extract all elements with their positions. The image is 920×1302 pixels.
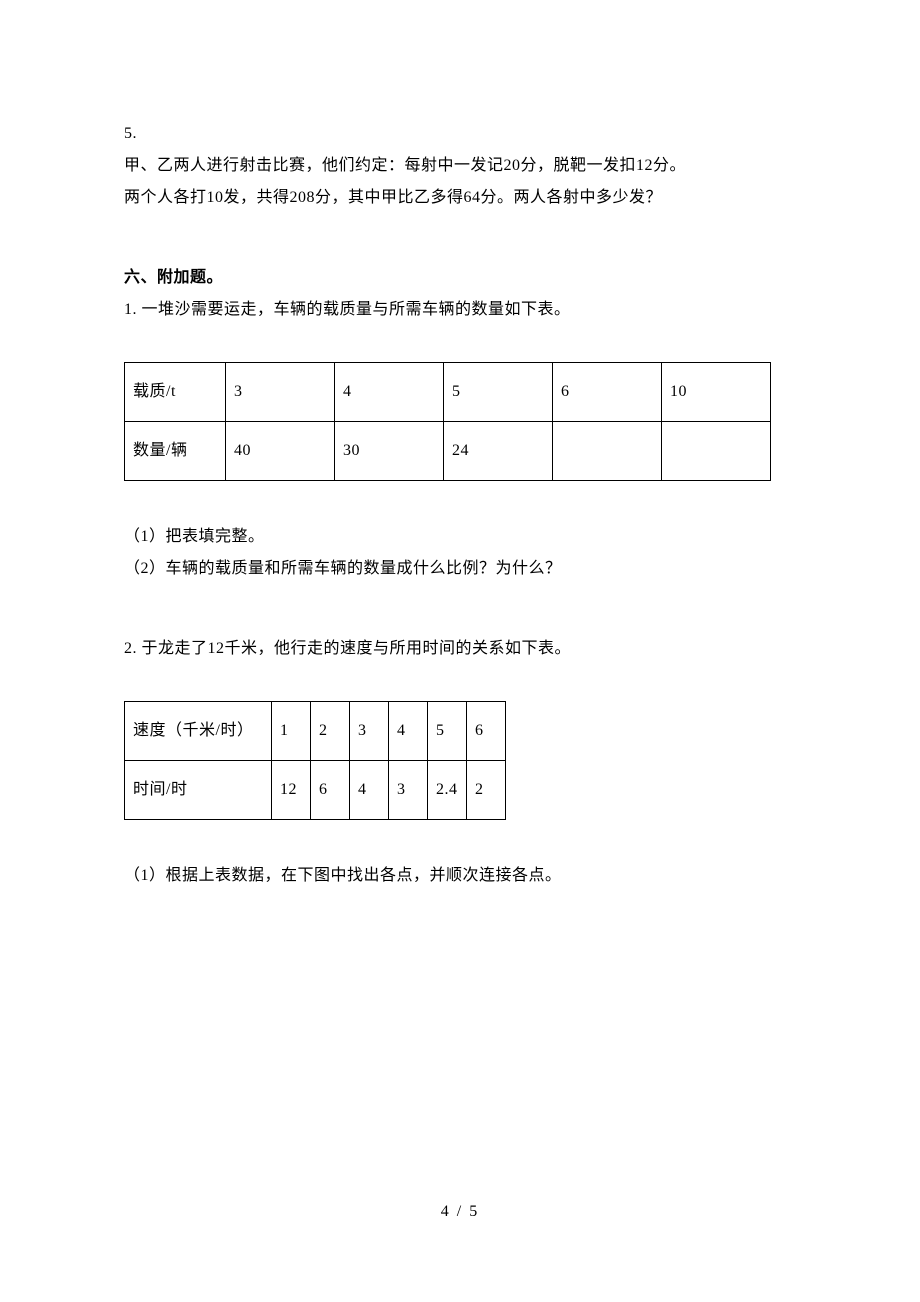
cell: 4 (335, 363, 444, 422)
s6-q2-prompt: 2. 于龙走了12千米，他行走的速度与所用时间的关系如下表。 (124, 633, 802, 665)
cell: 3 (350, 702, 389, 761)
cell: 2 (467, 761, 506, 820)
cell: 6 (553, 363, 662, 422)
cell: 6 (311, 761, 350, 820)
cell: 时间/时 (125, 761, 272, 820)
cell: 速度（千米/时） (125, 702, 272, 761)
cell: 2 (311, 702, 350, 761)
q5-line1: 甲、乙两人进行射击比赛，他们约定：每射中一发记20分，脱靶一发扣12分。 (124, 150, 802, 182)
cell: 3 (226, 363, 335, 422)
cell (553, 422, 662, 481)
cell: 数量/辆 (125, 422, 226, 481)
cell: 载质/t (125, 363, 226, 422)
cell: 10 (662, 363, 771, 422)
cell: 4 (389, 702, 428, 761)
section6-title: 六、附加题。 (124, 262, 802, 294)
s6-q1-prompt: 1. 一堆沙需要运走，车辆的载质量与所需车辆的数量如下表。 (124, 294, 802, 326)
q5-line2: 两个人各打10发，共得208分，其中甲比乙多得64分。两人各射中多少发？ (124, 182, 802, 214)
s6-q2-table: 速度（千米/时） 1 2 3 4 5 6 时间/时 12 6 4 3 2.4 2 (124, 701, 506, 820)
table-row: 数量/辆 40 30 24 (125, 422, 771, 481)
s6-q1-sub1: （1）把表填完整。 (124, 521, 802, 553)
cell: 24 (444, 422, 553, 481)
table-row: 速度（千米/时） 1 2 3 4 5 6 (125, 702, 506, 761)
cell: 12 (272, 761, 311, 820)
cell: 3 (389, 761, 428, 820)
cell: 4 (350, 761, 389, 820)
cell: 1 (272, 702, 311, 761)
cell: 5 (444, 363, 553, 422)
cell (662, 422, 771, 481)
q5-number: 5. (124, 118, 802, 150)
table-row: 载质/t 3 4 5 6 10 (125, 363, 771, 422)
s6-q1-sub2: （2）车辆的载质量和所需车辆的数量成什么比例？为什么？ (124, 553, 802, 585)
cell: 5 (428, 702, 467, 761)
s6-q2-sub1: （1）根据上表数据，在下图中找出各点，并顺次连接各点。 (124, 860, 802, 892)
cell: 30 (335, 422, 444, 481)
cell: 40 (226, 422, 335, 481)
cell: 6 (467, 702, 506, 761)
table-row: 时间/时 12 6 4 3 2.4 2 (125, 761, 506, 820)
page-number: 4 / 5 (0, 1196, 920, 1228)
cell: 2.4 (428, 761, 467, 820)
s6-q1-table: 载质/t 3 4 5 6 10 数量/辆 40 30 24 (124, 362, 771, 481)
